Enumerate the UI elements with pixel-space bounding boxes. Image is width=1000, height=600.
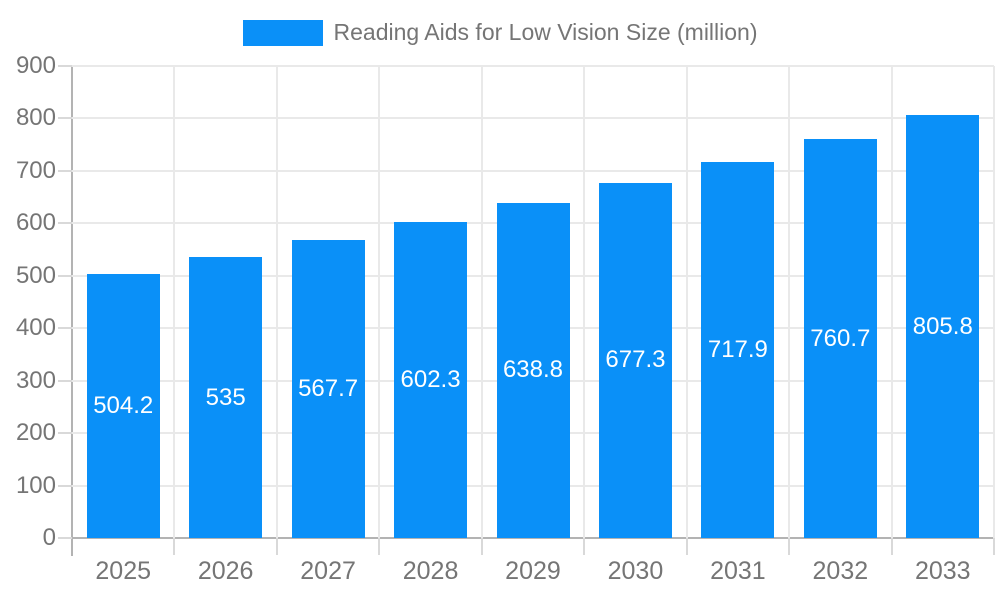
gridline-v	[685, 66, 688, 538]
x-axis-label: 2029	[505, 557, 561, 585]
gridline-v	[480, 66, 483, 538]
x-tick	[788, 538, 791, 555]
y-tick	[58, 327, 72, 330]
bar-value-label: 677.3	[605, 346, 666, 374]
bar-value-label: 805.8	[912, 312, 973, 340]
y-axis-label: 100	[15, 471, 56, 499]
bar[interactable]	[906, 115, 980, 538]
bar[interactable]	[394, 222, 468, 538]
legend[interactable]: Reading Aids for Low Vision Size (millio…	[0, 19, 1000, 46]
plot-area: 504.2 535 567.7 602.3 638.8 677.3 717.9 760.7 80…	[72, 65, 995, 538]
bar[interactable]	[598, 182, 672, 538]
y-axis-label: 300	[15, 366, 56, 394]
x-axis-label: 2025	[95, 557, 152, 585]
bar-value-label: 567.7	[298, 375, 359, 403]
y-tick	[58, 379, 72, 382]
y-tick	[58, 222, 72, 225]
bar[interactable]	[701, 161, 775, 538]
x-tick	[890, 538, 893, 555]
x-axis-label: 2030	[607, 557, 664, 585]
bar-value-label: 504.2	[93, 391, 154, 419]
gridline-h	[72, 65, 994, 67]
gridline-v	[788, 66, 791, 538]
y-tick	[58, 537, 72, 539]
gridline-h	[72, 169, 994, 172]
x-tick	[685, 538, 688, 555]
x-axis-label: 2031	[710, 557, 766, 585]
bar[interactable]	[86, 273, 160, 538]
bar[interactable]	[291, 240, 365, 538]
y-tick	[58, 65, 72, 67]
gridline-v	[890, 66, 893, 538]
x-axis-label: 2033	[914, 557, 971, 585]
y-tick	[58, 274, 72, 277]
y-tick	[58, 169, 72, 172]
y-axis-label: 0	[42, 524, 56, 551]
bar[interactable]	[189, 257, 263, 538]
gridline-v	[173, 66, 176, 538]
gridline-v	[583, 66, 586, 538]
bar-value-label: 602.3	[400, 366, 461, 394]
x-tick	[275, 538, 278, 555]
y-axis-label: 600	[15, 209, 56, 237]
bar[interactable]	[496, 203, 570, 538]
bar-value-label: 638.8	[502, 356, 564, 384]
x-axis-label: 2027	[300, 557, 356, 585]
x-tick	[993, 538, 995, 555]
gridline-v	[993, 66, 995, 538]
y-axis-label: 800	[15, 104, 56, 132]
gridline-v	[275, 66, 278, 538]
y-axis-label: 500	[15, 261, 56, 289]
x-tick	[480, 538, 483, 555]
legend-swatch-icon	[242, 19, 323, 46]
bar-value-label: 760.7	[810, 324, 871, 352]
y-axis-label: 400	[15, 314, 56, 342]
y-tick	[58, 432, 72, 435]
y-axis-label: 900	[15, 52, 56, 79]
y-tick	[58, 117, 72, 120]
y-tick	[58, 484, 72, 487]
x-axis-label: 2026	[197, 557, 254, 585]
x-tick	[378, 538, 381, 555]
x-tick	[173, 538, 176, 555]
x-axis-label: 2028	[402, 557, 459, 585]
gridline-h	[72, 117, 994, 120]
y-axis-label: 700	[15, 156, 56, 184]
y-axis-label: 200	[15, 419, 56, 447]
bar-value-label: 535	[205, 383, 246, 411]
bar[interactable]	[803, 139, 877, 538]
bar-value-label: 717.9	[707, 335, 768, 363]
y-axis-line	[71, 66, 73, 556]
legend-label: Reading Aids for Low Vision Size (millio…	[333, 19, 758, 45]
x-axis-line	[71, 537, 994, 539]
x-axis-label: 2032	[812, 557, 869, 585]
x-tick	[583, 538, 586, 555]
gridline-v	[378, 66, 381, 538]
